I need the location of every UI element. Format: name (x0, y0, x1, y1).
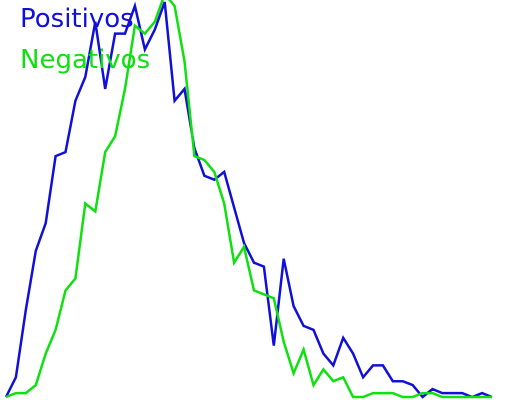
legend-label-negativos: Negativos (20, 45, 151, 75)
series-line-negativos (5, 0, 492, 399)
legend-label-positivos: Positivos (20, 4, 134, 34)
series-line-positivos (4, 1, 493, 399)
